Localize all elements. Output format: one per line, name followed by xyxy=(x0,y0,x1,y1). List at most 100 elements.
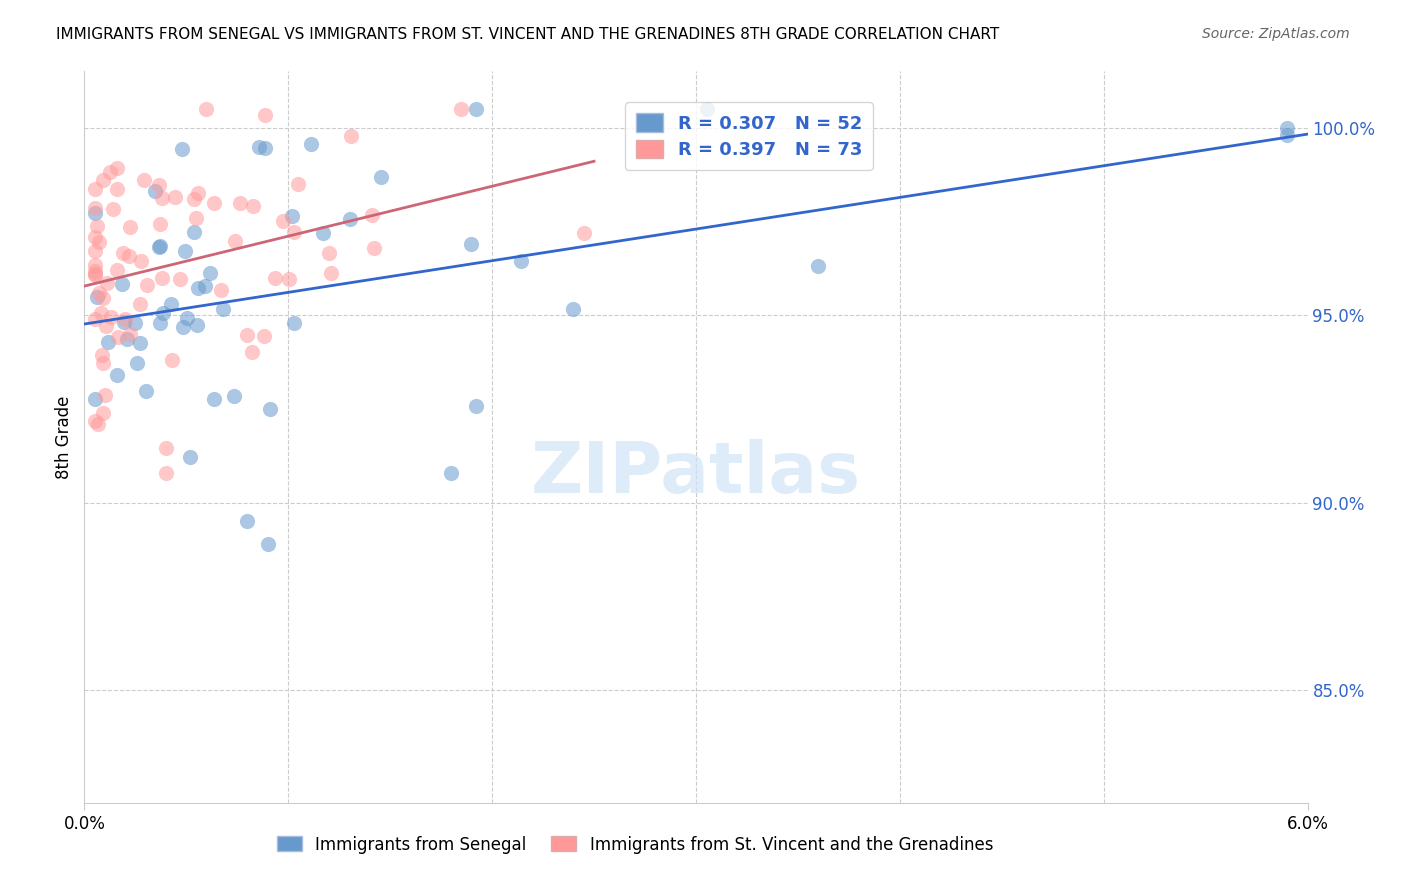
Immigrants from Senegal xyxy=(312,226,335,240)
Immigrants from St. Vincent and the Grenadines xyxy=(114,312,136,326)
Immigrants from St. Vincent and the Grenadines xyxy=(224,234,246,248)
Text: ZIPatlas: ZIPatlas xyxy=(531,439,860,508)
Immigrants from Senegal xyxy=(125,356,148,370)
Immigrants from St. Vincent and the Grenadines xyxy=(184,211,207,226)
Immigrants from St. Vincent and the Grenadines xyxy=(120,327,142,342)
Immigrants from St. Vincent and the Grenadines xyxy=(253,328,276,343)
Immigrants from St. Vincent and the Grenadines xyxy=(183,192,205,206)
Immigrants from St. Vincent and the Grenadines xyxy=(83,201,105,215)
Immigrants from Senegal xyxy=(370,170,392,185)
Immigrants from Senegal xyxy=(148,240,170,254)
Immigrants from St. Vincent and the Grenadines xyxy=(118,249,141,263)
Immigrants from Senegal xyxy=(696,102,718,116)
Immigrants from Senegal xyxy=(86,290,108,304)
Immigrants from St. Vincent and the Grenadines xyxy=(83,413,105,427)
Immigrants from St. Vincent and the Grenadines xyxy=(135,277,157,292)
Immigrants from St. Vincent and the Grenadines xyxy=(363,241,385,255)
Immigrants from Senegal xyxy=(173,244,195,258)
Immigrants from Senegal xyxy=(1277,120,1299,135)
Immigrants from St. Vincent and the Grenadines xyxy=(187,186,209,200)
Immigrants from St. Vincent and the Grenadines xyxy=(91,173,114,187)
Immigrants from Senegal xyxy=(105,368,128,382)
Immigrants from Senegal xyxy=(253,141,276,155)
Immigrants from Senegal xyxy=(257,537,280,551)
Immigrants from Senegal xyxy=(172,320,194,334)
Immigrants from St. Vincent and the Grenadines xyxy=(148,178,170,192)
Immigrants from Senegal xyxy=(187,281,209,295)
Immigrants from Senegal xyxy=(152,306,174,320)
Immigrants from St. Vincent and the Grenadines xyxy=(98,165,121,179)
Immigrants from Senegal xyxy=(807,260,830,274)
Immigrants from St. Vincent and the Grenadines xyxy=(91,356,114,370)
Immigrants from St. Vincent and the Grenadines xyxy=(160,353,183,368)
Immigrants from Senegal xyxy=(176,311,198,326)
Immigrants from Senegal xyxy=(160,297,183,311)
Immigrants from St. Vincent and the Grenadines xyxy=(101,202,124,216)
Immigrants from St. Vincent and the Grenadines xyxy=(263,271,285,285)
Immigrants from St. Vincent and the Grenadines xyxy=(283,225,305,239)
Immigrants from St. Vincent and the Grenadines xyxy=(83,263,105,277)
Immigrants from St. Vincent and the Grenadines xyxy=(209,283,232,297)
Immigrants from Senegal xyxy=(112,315,135,329)
Immigrants from St. Vincent and the Grenadines xyxy=(91,292,114,306)
Immigrants from Senegal xyxy=(236,515,259,529)
Immigrants from St. Vincent and the Grenadines xyxy=(94,388,117,402)
Immigrants from St. Vincent and the Grenadines xyxy=(572,226,595,240)
Immigrants from Senegal xyxy=(111,277,134,291)
Immigrants from St. Vincent and the Grenadines xyxy=(90,306,112,320)
Immigrants from St. Vincent and the Grenadines xyxy=(83,259,105,273)
Immigrants from St. Vincent and the Grenadines xyxy=(105,182,128,196)
Immigrants from Senegal xyxy=(222,389,245,403)
Immigrants from Senegal xyxy=(128,335,150,350)
Immigrants from St. Vincent and the Grenadines xyxy=(83,312,105,326)
Immigrants from Senegal xyxy=(247,140,270,154)
Immigrants from Senegal xyxy=(172,142,194,156)
Text: IMMIGRANTS FROM SENEGAL VS IMMIGRANTS FROM ST. VINCENT AND THE GRENADINES 8TH GR: IMMIGRANTS FROM SENEGAL VS IMMIGRANTS FR… xyxy=(56,27,1000,42)
Immigrants from Senegal xyxy=(97,334,120,349)
Immigrants from St. Vincent and the Grenadines xyxy=(86,219,108,234)
Immigrants from St. Vincent and the Grenadines xyxy=(83,230,105,244)
Immigrants from St. Vincent and the Grenadines xyxy=(236,327,259,342)
Immigrants from St. Vincent and the Grenadines xyxy=(149,217,172,231)
Immigrants from Senegal xyxy=(183,225,205,239)
Immigrants from St. Vincent and the Grenadines xyxy=(83,267,105,281)
Immigrants from Senegal xyxy=(562,301,585,316)
Immigrants from St. Vincent and the Grenadines xyxy=(87,285,110,300)
Immigrants from Senegal xyxy=(212,302,235,317)
Immigrants from St. Vincent and the Grenadines xyxy=(152,271,174,285)
Immigrants from St. Vincent and the Grenadines xyxy=(318,245,340,260)
Immigrants from Senegal xyxy=(339,212,361,227)
Immigrants from Senegal xyxy=(83,392,105,406)
Immigrants from Senegal xyxy=(280,209,302,223)
Immigrants from Senegal xyxy=(440,466,463,480)
Immigrants from St. Vincent and the Grenadines xyxy=(150,191,173,205)
Immigrants from St. Vincent and the Grenadines xyxy=(361,208,384,222)
Immigrants from St. Vincent and the Grenadines xyxy=(129,253,152,268)
Immigrants from St. Vincent and the Grenadines xyxy=(112,246,135,260)
Immigrants from Senegal xyxy=(124,316,146,330)
Immigrants from St. Vincent and the Grenadines xyxy=(242,199,264,213)
Immigrants from Senegal xyxy=(179,450,201,465)
Immigrants from St. Vincent and the Grenadines xyxy=(107,263,129,277)
Immigrants from Senegal xyxy=(464,102,486,116)
Immigrants from Senegal xyxy=(115,332,138,346)
Immigrants from St. Vincent and the Grenadines xyxy=(87,235,110,249)
Immigrants from Senegal xyxy=(283,316,305,330)
Immigrants from Senegal xyxy=(149,316,172,330)
Immigrants from St. Vincent and the Grenadines xyxy=(165,190,187,204)
Immigrants from St. Vincent and the Grenadines xyxy=(271,214,294,228)
Immigrants from St. Vincent and the Grenadines xyxy=(229,196,252,211)
Immigrants from St. Vincent and the Grenadines xyxy=(83,244,105,258)
Immigrants from Senegal xyxy=(145,184,167,198)
Immigrants from St. Vincent and the Grenadines xyxy=(202,196,225,211)
Immigrants from Senegal xyxy=(299,137,322,152)
Immigrants from Senegal xyxy=(460,237,482,252)
Immigrants from Senegal xyxy=(1277,128,1299,142)
Immigrants from Senegal xyxy=(465,400,488,414)
Immigrants from Senegal xyxy=(135,384,157,398)
Immigrants from St. Vincent and the Grenadines xyxy=(107,330,129,344)
Immigrants from St. Vincent and the Grenadines xyxy=(242,345,264,359)
Immigrants from St. Vincent and the Grenadines xyxy=(287,177,309,191)
Immigrants from St. Vincent and the Grenadines xyxy=(194,102,217,116)
Immigrants from Senegal xyxy=(202,392,225,406)
